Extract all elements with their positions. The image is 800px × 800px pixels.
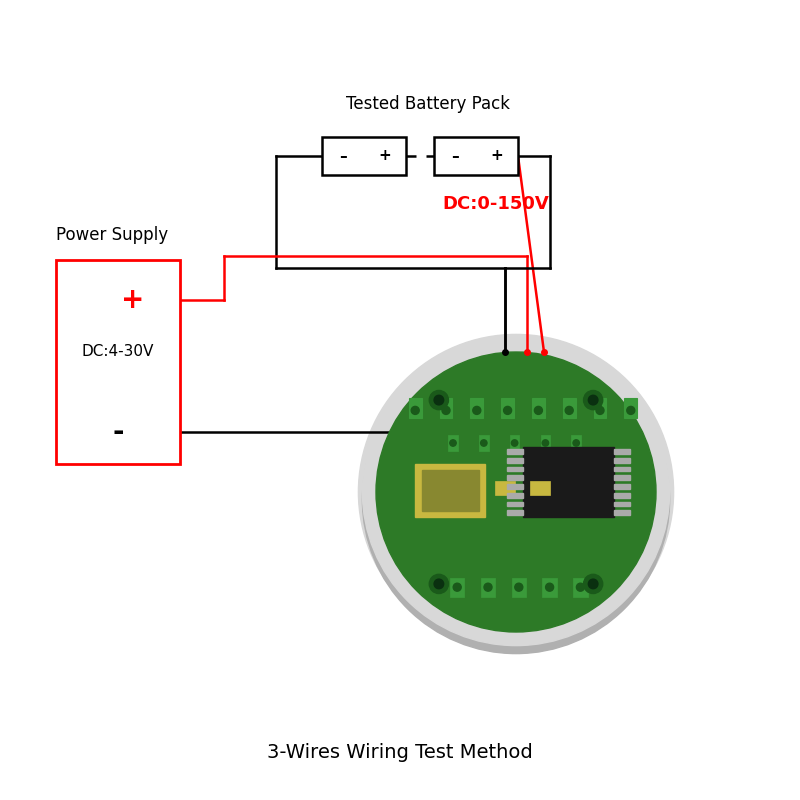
- Bar: [594, 398, 606, 418]
- Text: +: +: [490, 149, 503, 163]
- Text: DC:0-150V: DC:0-150V: [442, 195, 550, 214]
- Bar: [523, 447, 614, 517]
- Circle shape: [411, 406, 419, 414]
- Bar: [507, 502, 523, 506]
- Bar: [541, 435, 550, 451]
- Bar: [440, 398, 453, 418]
- Bar: [507, 458, 523, 462]
- Bar: [532, 398, 545, 418]
- Bar: [450, 578, 464, 597]
- Circle shape: [430, 390, 449, 410]
- Circle shape: [542, 440, 549, 446]
- Text: Tested Battery Pack: Tested Battery Pack: [346, 94, 510, 113]
- Circle shape: [515, 583, 523, 591]
- Bar: [507, 484, 523, 489]
- Bar: [614, 510, 630, 515]
- Bar: [562, 398, 575, 418]
- Bar: [571, 435, 581, 451]
- Bar: [624, 398, 638, 418]
- Bar: [470, 398, 483, 418]
- Text: +: +: [378, 149, 391, 163]
- Text: +: +: [121, 286, 145, 314]
- Text: Power Supply: Power Supply: [56, 226, 168, 244]
- Bar: [614, 502, 630, 506]
- Circle shape: [484, 583, 492, 591]
- Circle shape: [481, 440, 487, 446]
- Circle shape: [596, 406, 604, 414]
- Circle shape: [434, 395, 444, 405]
- Circle shape: [588, 579, 598, 589]
- Bar: [415, 464, 485, 517]
- Bar: [512, 578, 526, 597]
- Circle shape: [430, 574, 449, 594]
- Bar: [614, 449, 630, 454]
- Bar: [479, 435, 489, 451]
- Bar: [530, 481, 550, 494]
- Circle shape: [546, 583, 554, 591]
- Bar: [507, 510, 523, 515]
- Circle shape: [453, 583, 462, 591]
- Bar: [542, 578, 557, 597]
- Bar: [409, 398, 422, 418]
- Bar: [614, 484, 630, 489]
- Circle shape: [583, 390, 602, 410]
- Circle shape: [511, 440, 518, 446]
- Circle shape: [534, 406, 542, 414]
- Circle shape: [358, 334, 674, 650]
- Bar: [422, 470, 478, 510]
- Circle shape: [473, 406, 481, 414]
- Circle shape: [576, 583, 584, 591]
- Bar: [322, 137, 406, 175]
- Circle shape: [588, 395, 598, 405]
- Bar: [573, 578, 587, 597]
- Bar: [510, 435, 519, 451]
- Bar: [507, 466, 523, 471]
- Text: –: –: [339, 149, 347, 163]
- Bar: [507, 449, 523, 454]
- Text: 3-Wires Wiring Test Method: 3-Wires Wiring Test Method: [267, 742, 533, 762]
- Circle shape: [362, 346, 670, 654]
- Bar: [507, 493, 523, 498]
- Bar: [614, 458, 630, 462]
- Text: -: -: [112, 418, 124, 446]
- Circle shape: [583, 574, 602, 594]
- Bar: [495, 481, 514, 494]
- Bar: [56, 260, 180, 464]
- Bar: [507, 475, 523, 480]
- Circle shape: [565, 406, 573, 414]
- Circle shape: [504, 406, 512, 414]
- Circle shape: [362, 338, 670, 646]
- Text: DC:4-30V: DC:4-30V: [82, 344, 154, 359]
- Bar: [614, 493, 630, 498]
- Bar: [614, 466, 630, 471]
- Text: –: –: [451, 149, 459, 163]
- Bar: [614, 475, 630, 480]
- Circle shape: [434, 579, 444, 589]
- Bar: [501, 398, 514, 418]
- Bar: [434, 137, 518, 175]
- Circle shape: [627, 406, 635, 414]
- Circle shape: [442, 406, 450, 414]
- Circle shape: [573, 440, 579, 446]
- Circle shape: [376, 352, 656, 632]
- Bar: [481, 578, 495, 597]
- Bar: [448, 435, 458, 451]
- Circle shape: [450, 440, 456, 446]
